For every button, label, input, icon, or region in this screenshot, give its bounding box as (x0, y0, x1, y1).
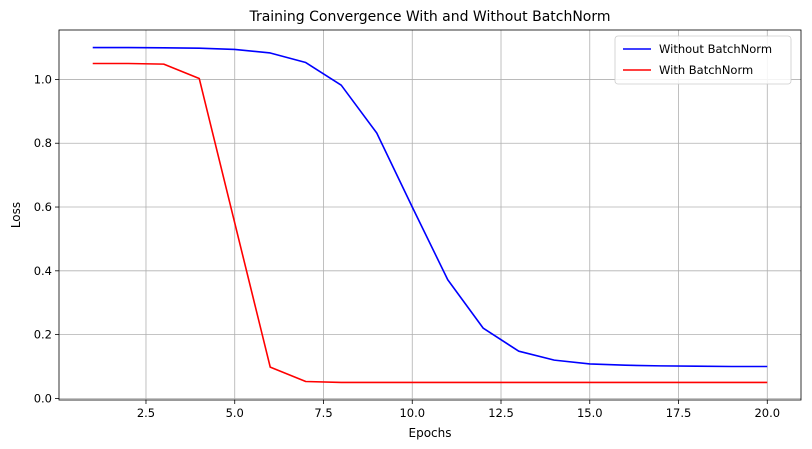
legend-box (614, 35, 792, 85)
plot-frame (58, 29, 802, 401)
x-tick-label: 7.5 (314, 406, 332, 420)
y-axis: 0.0 0.2 0.4 0.6 0.8 1.0 (34, 72, 59, 405)
x-tick-label: 5.0 (226, 406, 244, 420)
x-axis: 2.5 5.0 7.5 10.0 12.5 15.0 17.5 20.0 (137, 400, 780, 420)
x-tick-label: 20.0 (754, 406, 780, 420)
legend: Without BatchNorm With BatchNorm (614, 35, 792, 85)
y-tick-label: 0.4 (34, 264, 52, 278)
y-tick-label: 1.0 (34, 72, 52, 86)
y-axis-title: Loss (9, 202, 23, 228)
plot-area (92, 46, 768, 384)
chart-title: Training Convergence With and Without Ba… (248, 9, 610, 25)
x-axis-title: Epochs (409, 426, 452, 440)
y-tick-label: 0.2 (34, 328, 52, 342)
y-tick-label: 0.6 (34, 200, 52, 214)
x-tick-label: 17.5 (666, 406, 692, 420)
y-tick-label: 0.0 (34, 391, 52, 405)
grid (59, 30, 801, 400)
y-tick-label: 0.8 (34, 136, 52, 150)
series-line-with-batchnorm (92, 62, 768, 384)
x-tick-label: 2.5 (137, 406, 155, 420)
x-tick-label: 12.5 (488, 406, 514, 420)
series-line-without-batchnorm (92, 46, 768, 368)
x-tick-label: 10.0 (399, 406, 425, 420)
legend-label-without-batchnorm: Without BatchNorm (659, 42, 772, 56)
legend-label-with-batchnorm: With BatchNorm (659, 63, 753, 77)
x-tick-label: 15.0 (577, 406, 603, 420)
